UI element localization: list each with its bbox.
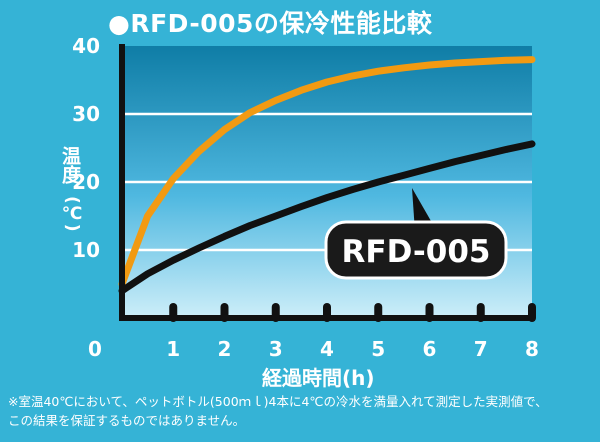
x-axis-label: 経過時間(h): [262, 366, 375, 390]
y-tick-label-20: 20: [72, 170, 100, 194]
footnote-line-2: この結果を保証するものではありません。: [8, 413, 246, 428]
series-line-rfd-005: [118, 140, 536, 295]
x-tick-label-0: 0: [88, 337, 102, 361]
series-line-comparison: [118, 56, 536, 288]
x-tick-label-5: 5: [371, 337, 385, 361]
x-tick-label-6: 6: [423, 337, 437, 361]
x-tick-label-7: 7: [474, 337, 488, 361]
callout-badge: [324, 220, 508, 280]
callout-label: RFD-005: [342, 234, 491, 270]
footnote-line-1: ※室温40℃において、ペットボトル(500ｍｌ)4本に4℃の冷水を満量入れて測定…: [8, 394, 548, 409]
y-tick-label-40: 40: [72, 34, 100, 58]
chart-title: ●RFD-005の保冷性能比較: [108, 9, 433, 38]
y-tick-label-30: 30: [72, 102, 100, 126]
y-axis-unit: (℃): [62, 196, 82, 232]
x-tick-label-1: 1: [166, 337, 180, 361]
y-axis-label: 温度: [59, 146, 81, 184]
x-tick-label-3: 3: [269, 337, 283, 361]
y-tick-label-10: 10: [72, 238, 100, 262]
x-tick-label-8: 8: [525, 337, 539, 361]
footnote: ※室温40℃において、ペットボトル(500ｍｌ)4本に4℃の冷水を満量入れて測定…: [8, 392, 598, 430]
x-tick-label-2: 2: [218, 337, 232, 361]
x-tick-label-4: 4: [320, 337, 334, 361]
